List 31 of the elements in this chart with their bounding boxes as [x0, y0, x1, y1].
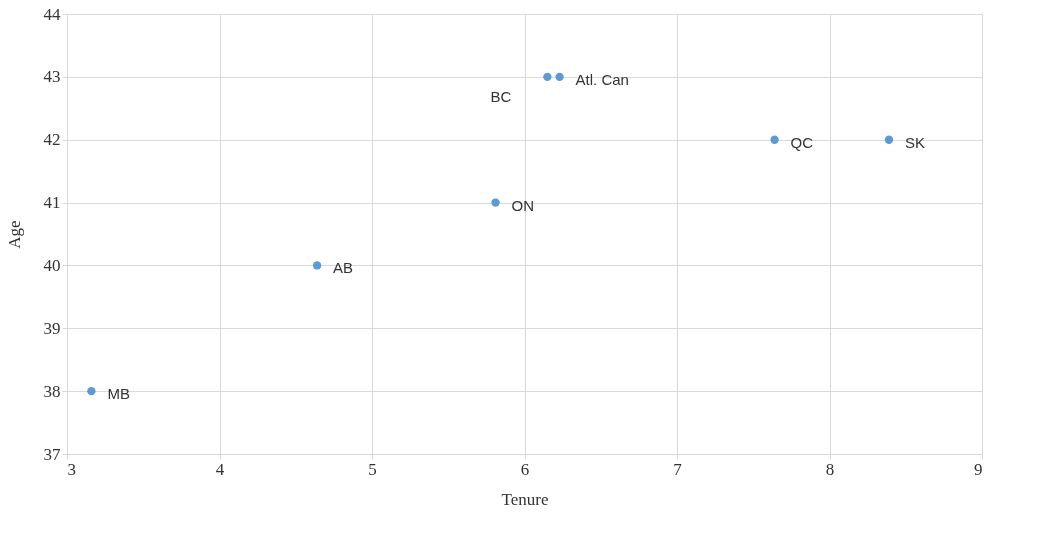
y-tick-label: 43	[43, 67, 61, 87]
annotation: Atl. Can	[575, 70, 629, 88]
point	[87, 386, 96, 396]
annotation: AB	[333, 259, 354, 277]
annotation: ON	[511, 196, 535, 214]
y-tick-label: 41	[43, 193, 61, 213]
x-tick-label: 4	[215, 459, 225, 479]
point	[555, 72, 564, 82]
y-axis-title: Age	[4, 220, 24, 249]
y-tick-label: 44	[43, 4, 61, 24]
x-tick-label: 6	[520, 459, 530, 479]
x-tick-label: 7	[673, 459, 683, 479]
annotation: QC	[790, 133, 814, 151]
x-tick-label: 8	[825, 459, 835, 479]
x-axis-title: Tenure	[501, 489, 549, 509]
y-tick-label: 42	[43, 130, 61, 150]
x-tick-label: 3	[67, 459, 76, 479]
point	[312, 261, 322, 270]
point	[491, 198, 500, 207]
point	[770, 135, 779, 144]
x-tick-label: 9	[974, 459, 983, 479]
y-tick-label: 37	[43, 444, 61, 464]
annotation: SK	[904, 133, 925, 151]
x-tick-label: 5	[368, 459, 377, 479]
point	[543, 72, 552, 82]
y-tick-label: 40	[43, 255, 61, 275]
y-tick-label: 39	[43, 318, 61, 338]
y-tick-label: 38	[43, 381, 61, 401]
point	[884, 135, 894, 144]
annotation: MB	[107, 385, 130, 403]
annotation: BC	[490, 87, 512, 105]
